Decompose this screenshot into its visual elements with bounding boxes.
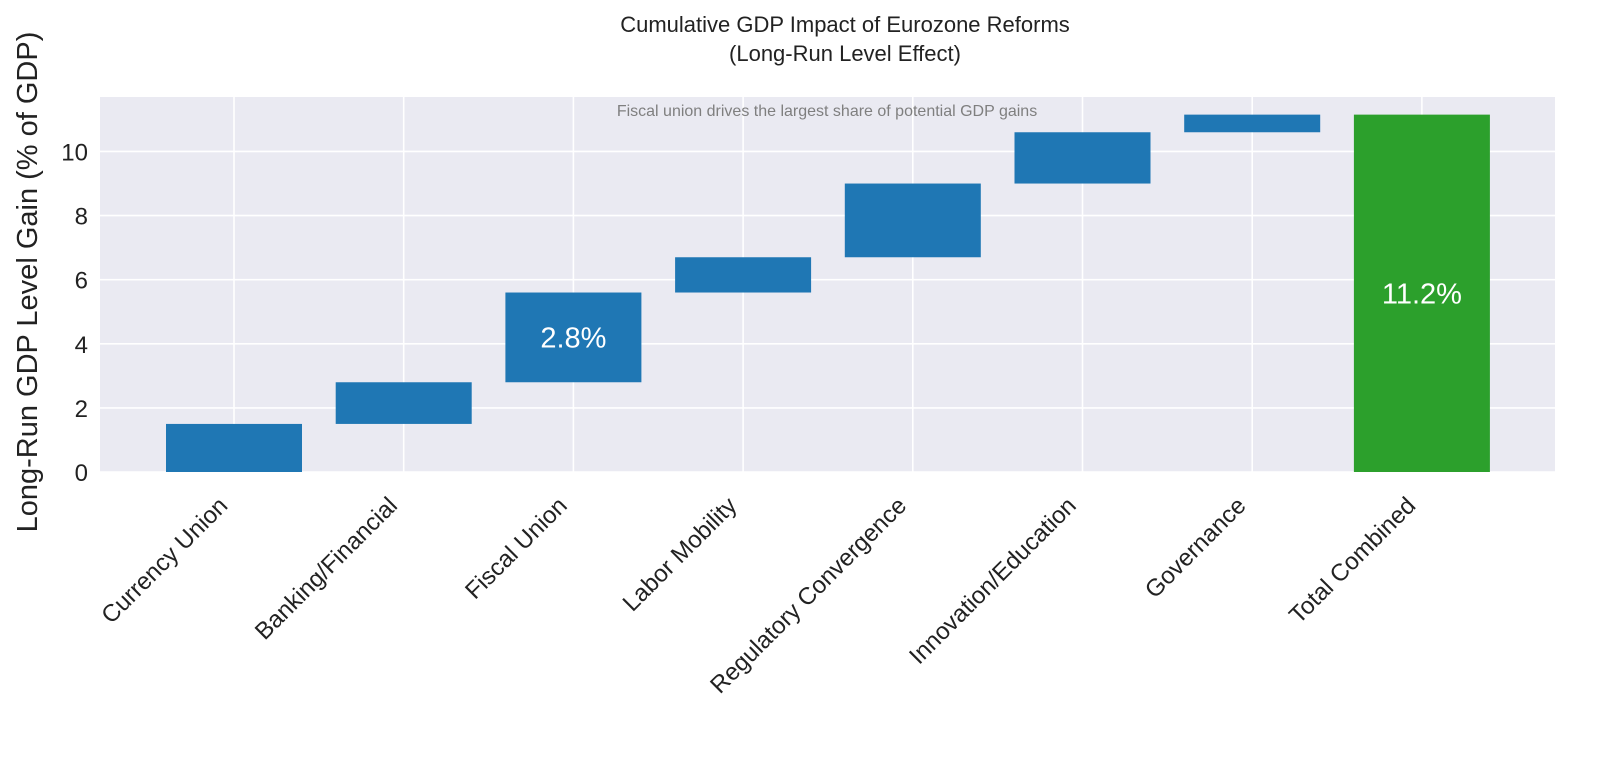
y-tick-label: 0 xyxy=(75,460,88,487)
y-tick-labels: 0 2 4 6 8 10 xyxy=(61,139,88,487)
bar-innovation-education xyxy=(1014,132,1151,184)
bar-labor-mobility xyxy=(675,257,812,293)
y-tick-label: 4 xyxy=(75,332,88,359)
x-tick-label: Banking/Financial xyxy=(250,492,403,645)
bar-banking-financial xyxy=(335,382,472,424)
bars-group xyxy=(166,114,1490,472)
bar-currency-union xyxy=(166,423,302,472)
chart-title-line1: Cumulative GDP Impact of Eurozone Reform… xyxy=(620,12,1070,37)
annotation-text: Fiscal union drives the largest share of… xyxy=(617,103,1037,120)
data-label: 2.8% xyxy=(540,322,606,354)
x-tick-label: Fiscal Union xyxy=(460,492,572,604)
x-tick-label: Innovation/Education xyxy=(904,492,1082,670)
bar-total-combined xyxy=(1353,114,1490,472)
x-tick-label: Governance xyxy=(1140,492,1252,604)
chart-title-line2: (Long-Run Level Effect) xyxy=(729,41,961,66)
bar-fiscal-union xyxy=(505,292,642,383)
y-axis-label: Long-Run GDP Level Gain (% of GDP) xyxy=(12,32,44,533)
x-tick-label: Currency Union xyxy=(96,492,233,629)
bar-governance xyxy=(1184,114,1321,133)
y-tick-label: 2 xyxy=(75,396,88,423)
x-tick-labels: Currency Union Banking/Financial Fiscal Un… xyxy=(96,492,1421,699)
data-labels-group: 2.8% 11.2% xyxy=(540,278,1462,354)
bar-regulatory-convergence xyxy=(844,183,981,258)
x-tick-label: Total Combined xyxy=(1284,492,1421,629)
x-tick-label: Regulatory Convergence xyxy=(705,492,912,699)
y-tick-label: 10 xyxy=(61,139,88,166)
chart-title: Cumulative GDP Impact of Eurozone Reform… xyxy=(0,10,1600,68)
plot-area xyxy=(100,97,1555,472)
x-tick-label: Labor Mobility xyxy=(618,492,743,617)
y-tick-label: 6 xyxy=(75,268,88,295)
data-label: 11.2% xyxy=(1382,278,1462,310)
y-tick-label: 8 xyxy=(75,204,88,231)
